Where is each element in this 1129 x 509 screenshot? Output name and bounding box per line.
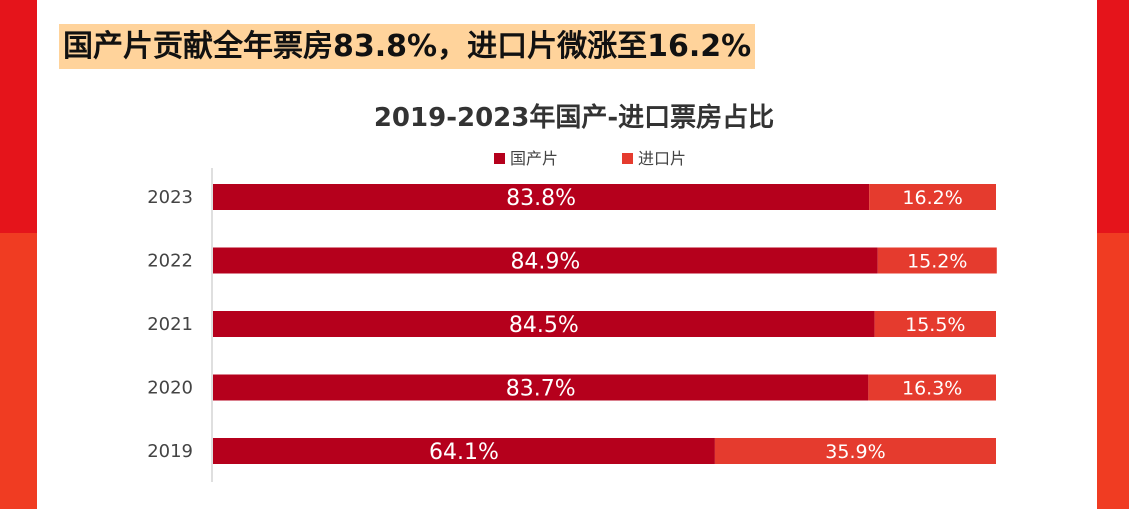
legend-swatch-0 [494, 153, 505, 164]
bar-domestic-2021 [213, 311, 875, 337]
left-decor-bottom [0, 233, 37, 509]
data-label-domestic-2023: 83.8% [506, 186, 576, 211]
right-decor-top [1097, 0, 1129, 233]
bar-domestic-2022 [213, 247, 878, 274]
chart-title: 2019-2023年国产-进口票房占比 [374, 102, 774, 133]
chart-legend: 国产片 进口片 [494, 149, 686, 168]
data-label-imported-2021: 15.5% [905, 314, 965, 336]
bar-imported-2019 [714, 438, 996, 464]
bar-imported-2022 [877, 247, 997, 274]
data-label-domestic-2021: 84.5% [509, 313, 579, 338]
category-label-2021: 2021 [147, 314, 193, 335]
headline: 国产片贡献全年票房83.8%，进口片微涨至16.2% [59, 24, 756, 69]
bar-imported-2020 [868, 374, 996, 401]
data-label-imported-2023: 16.2% [902, 187, 962, 209]
data-label-imported-2020: 16.3% [902, 377, 962, 399]
left-decor-bar [0, 0, 37, 509]
category-label-2020: 2020 [147, 378, 193, 399]
left-decor-top [0, 0, 37, 233]
data-label-domestic-2022: 84.9% [510, 249, 580, 274]
category-label-2023: 2023 [147, 187, 193, 208]
legend-label-1: 进口片 [638, 149, 686, 168]
bar-domestic-2023 [213, 184, 870, 210]
right-decor-bar [1097, 0, 1129, 509]
data-label-imported-2019: 35.9% [825, 441, 885, 463]
legend-swatch-1 [622, 153, 633, 164]
data-label-imported-2022: 15.2% [907, 250, 967, 272]
bar-domestic-2019 [213, 438, 715, 464]
data-label-domestic-2020: 83.7% [506, 376, 576, 401]
bars-group: 2023 83.8% 16.2% 2022 84.9% 15.2% 2021 84.5% 15.… [147, 184, 997, 465]
bar-imported-2021 [874, 311, 996, 337]
data-label-domestic-2019: 64.1% [429, 440, 499, 465]
category-label-2019: 2019 [147, 441, 193, 462]
right-decor-bottom [1097, 233, 1129, 509]
legend-label-0: 国产片 [510, 149, 558, 168]
bar-domestic-2020 [213, 374, 869, 401]
category-label-2022: 2022 [147, 251, 193, 272]
bar-imported-2023 [869, 184, 996, 210]
